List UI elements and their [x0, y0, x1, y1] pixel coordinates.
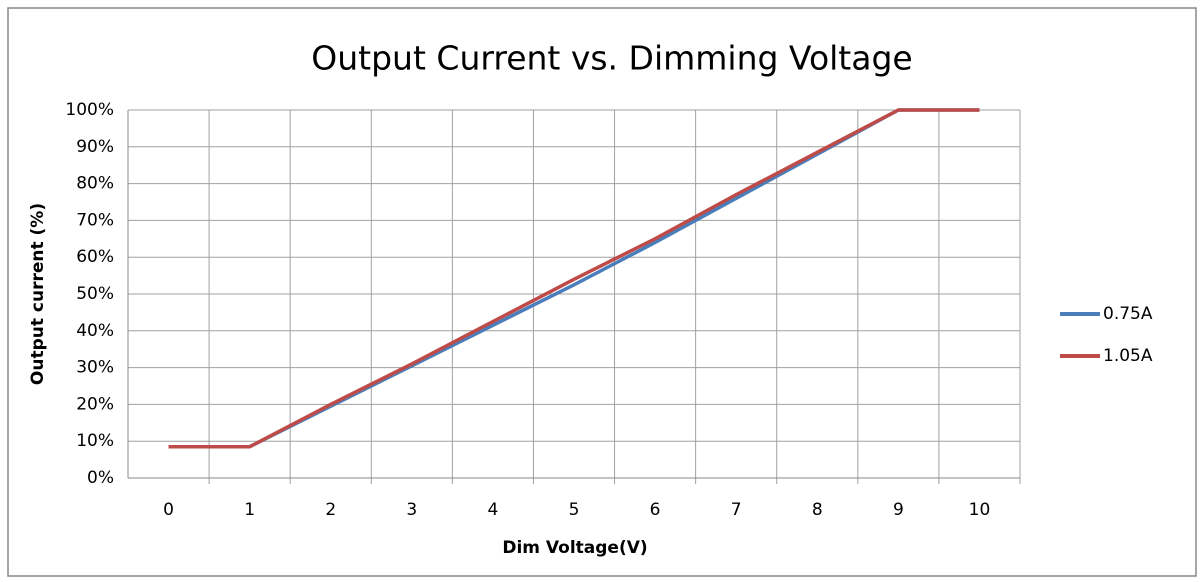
x-tick-label: 2	[325, 500, 336, 520]
y-tick-label: 50%	[76, 284, 114, 304]
x-tick-label: 9	[893, 500, 904, 520]
series-line	[168, 108, 980, 449]
x-tick-label: 10	[969, 500, 991, 520]
y-tick-label: 80%	[76, 174, 114, 194]
y-axis-title: Output current (%)	[28, 203, 48, 385]
x-tick-label: 8	[812, 500, 823, 520]
x-axis-title: Dim Voltage(V)	[502, 538, 647, 558]
chart-frame	[7, 7, 1197, 577]
y-tick-label: 30%	[76, 358, 114, 378]
x-tick-label: 4	[487, 500, 498, 520]
y-tick-label: 100%	[65, 100, 114, 120]
x-tick-label: 3	[406, 500, 417, 520]
chart-title: Output Current vs. Dimming Voltage	[311, 39, 912, 78]
x-tick-label: 6	[650, 500, 661, 520]
x-tick-label: 1	[244, 500, 255, 520]
y-tick-label: 20%	[76, 394, 114, 414]
x-tick-label: 7	[731, 500, 742, 520]
y-tick-label: 10%	[76, 431, 114, 451]
y-tick-label: 70%	[76, 210, 114, 230]
legend-label: 1.05A	[1103, 346, 1153, 366]
y-tick-label: 40%	[76, 321, 114, 341]
y-tick-label: 90%	[76, 137, 114, 157]
x-tick-label: 5	[569, 500, 580, 520]
x-tick-label: 0	[163, 500, 174, 520]
legend-label: 0.75A	[1103, 304, 1153, 324]
y-tick-label: 60%	[76, 247, 114, 267]
y-tick-label: 0%	[87, 468, 114, 488]
